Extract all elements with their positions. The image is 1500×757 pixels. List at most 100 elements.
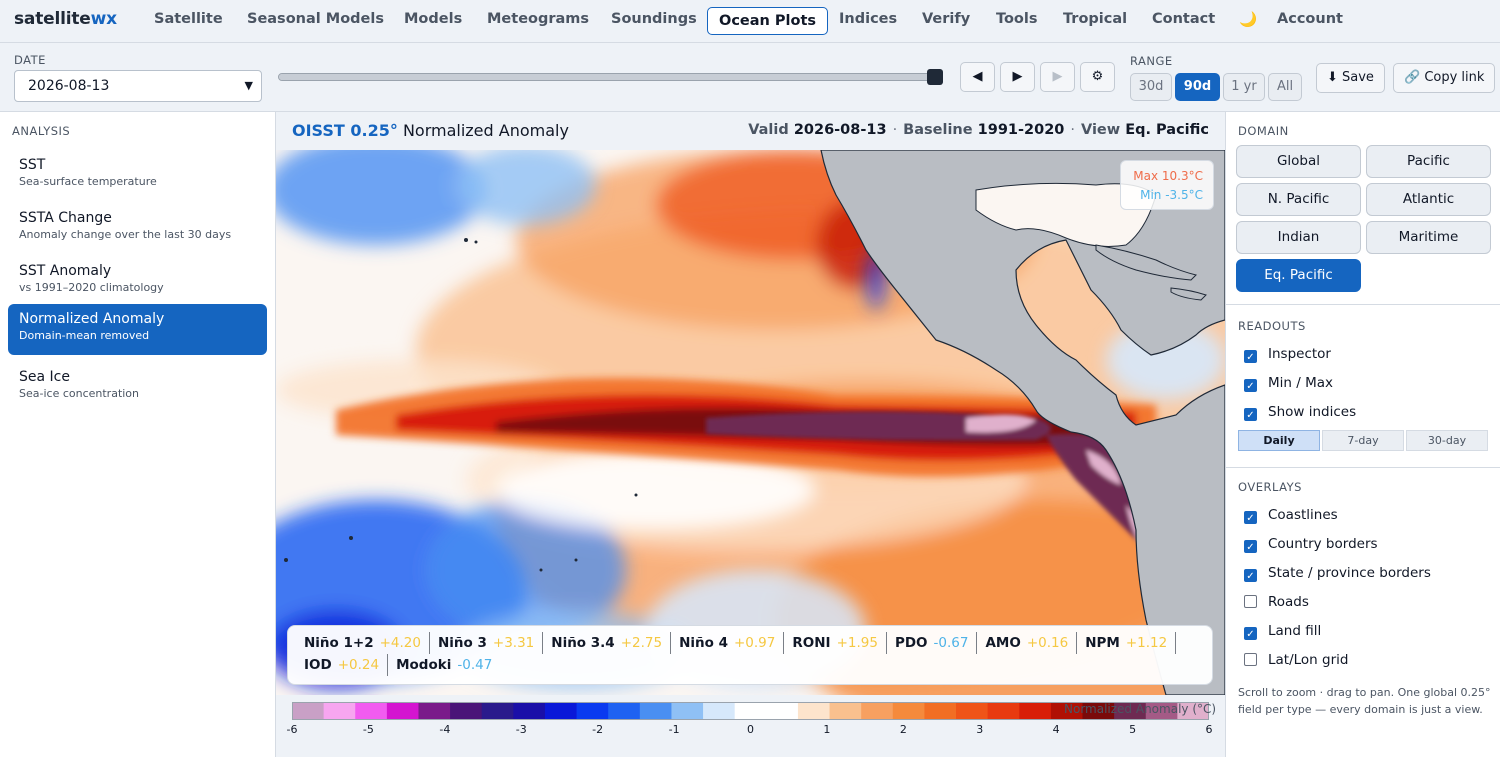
analysis-item-sst-anomaly[interactable]: SST Anomaly vs 1991–2020 climatology (8, 256, 267, 307)
play-button[interactable]: ▶ (1000, 62, 1035, 92)
index-nino4[interactable]: Niño 4 +0.97 (679, 632, 785, 654)
colorbar-tick-label: -3 (515, 723, 527, 736)
colorbar-swatch (513, 702, 546, 720)
inspector-checkbox[interactable]: ✓ Inspector (1244, 346, 1331, 363)
nav-meteograms[interactable]: Meteograms (487, 11, 590, 27)
colorbar-tick-label: -2 (592, 723, 604, 736)
checkbox-checked-icon: ✓ (1244, 379, 1257, 392)
index-name: Niño 3.4 (551, 635, 615, 651)
nav-ocean-plots[interactable]: Ocean Plots (707, 7, 829, 35)
colorbar-swatch (386, 702, 419, 720)
analysis-item-sst[interactable]: SST Sea-surface temperature (8, 150, 267, 201)
nav-satellite[interactable]: Satellite (154, 11, 223, 27)
view-value: Eq. Pacific (1125, 122, 1209, 138)
index-amo[interactable]: AMO +0.16 (985, 632, 1078, 654)
colorbar-swatch (1114, 702, 1147, 720)
range-all-button[interactable]: All (1268, 73, 1302, 101)
analysis-item-sea-ice[interactable]: Sea Ice Sea-ice concentration (8, 362, 267, 413)
nav-contact[interactable]: Contact (1152, 11, 1216, 27)
index-name: Niño 4 (679, 635, 728, 651)
colorbar-swatch (1019, 702, 1052, 720)
latlon-grid-checkbox[interactable]: Lat/Lon grid (1244, 652, 1348, 668)
range-1yr-button[interactable]: 1 yr (1223, 73, 1265, 101)
range-30d-button[interactable]: 30d (1130, 73, 1172, 101)
coastlines-checkbox[interactable]: ✓ Coastlines (1244, 507, 1338, 524)
nav-tools[interactable]: Tools (996, 11, 1038, 27)
analysis-heading: ANALYSIS (12, 124, 71, 138)
checkbox-label: Lat/Lon grid (1268, 652, 1349, 668)
view-label: View (1080, 122, 1121, 138)
baseline-label: Baseline (903, 122, 973, 138)
colorbar-tick-label: 6 (1205, 723, 1213, 736)
domain-eq-pacific-button[interactable]: Eq. Pacific (1236, 259, 1361, 292)
settings-button[interactable]: ⚙ (1080, 62, 1115, 92)
nav-tropical[interactable]: Tropical (1063, 11, 1128, 27)
state-borders-checkbox[interactable]: ✓ State / province borders (1244, 565, 1431, 582)
index-name: PDO (894, 635, 928, 651)
nav-account[interactable]: Account (1277, 11, 1343, 27)
min-max-checkbox[interactable]: ✓ Min / Max (1244, 375, 1333, 392)
nav-soundings[interactable]: Soundings (611, 11, 697, 27)
analysis-item-subtitle: Anomaly change over the last 30 days (19, 228, 232, 241)
next-button[interactable]: ▶ (1040, 62, 1075, 92)
nav-verify[interactable]: Verify (922, 11, 971, 27)
analysis-item-title: SST (19, 157, 46, 173)
index-npm[interactable]: NPM +1.12 (1085, 632, 1177, 654)
index-roni[interactable]: RONI +1.95 (792, 632, 887, 654)
index-value: +1.12 (1125, 635, 1168, 651)
colorbar-tick-label: 1 (823, 723, 831, 736)
analysis-panel: ANALYSIS SST Sea-surface temperature SST… (0, 112, 276, 757)
period-30day-button[interactable]: 30-day (1406, 430, 1488, 451)
checkbox-unchecked-icon (1244, 595, 1257, 608)
index-pdo[interactable]: PDO -0.67 (895, 632, 978, 654)
index-modoki[interactable]: Modoki -0.47 (396, 654, 500, 676)
domain-global-button[interactable]: Global (1236, 145, 1361, 178)
checkbox-checked-icon: ✓ (1244, 511, 1257, 524)
index-value: +3.31 (492, 635, 535, 651)
prev-button[interactable]: ◀ (960, 62, 995, 92)
nav-indices[interactable]: Indices (839, 11, 898, 27)
analysis-item-normalized-anomaly[interactable]: Normalized Anomaly Domain-mean removed (8, 304, 267, 355)
index-nino34[interactable]: Niño 3.4 +2.75 (551, 632, 672, 654)
brand-logo[interactable]: satellitewx (14, 9, 117, 29)
toolbar: DATE 2026-08-13 ▼ ◀ ▶ ▶ ⚙ RANGE 30d 90d … (0, 43, 1500, 112)
period-daily-button[interactable]: Daily (1238, 430, 1320, 451)
analysis-item-ssta-change[interactable]: SSTA Change Anomaly change over the last… (8, 203, 267, 254)
land-fill-checkbox[interactable]: ✓ Land fill (1244, 623, 1321, 640)
domain-indian-button[interactable]: Indian (1236, 221, 1361, 254)
theme-toggle-icon[interactable]: 🌙 (1239, 12, 1258, 28)
date-slider-track[interactable] (278, 73, 942, 81)
range-90d-button[interactable]: 90d (1175, 73, 1220, 101)
nav-seasonal-models[interactable]: Seasonal Models (247, 11, 384, 27)
anomaly-map[interactable] (276, 150, 1225, 695)
roads-checkbox[interactable]: Roads (1244, 594, 1309, 610)
land-mass (284, 150, 1225, 695)
domain-atlantic-button[interactable]: Atlantic (1366, 183, 1491, 216)
map-title: OISST 0.25° Normalized Anomaly (292, 121, 569, 140)
date-slider-thumb[interactable] (927, 69, 943, 85)
domain-pacific-button[interactable]: Pacific (1366, 145, 1491, 178)
colorbar-tick-label: -4 (439, 723, 451, 736)
checkbox-checked-icon: ✓ (1244, 350, 1257, 363)
index-name: IOD (304, 657, 332, 673)
usage-hint: Scroll to zoom · drag to pan. One global… (1238, 686, 1491, 716)
index-nino3[interactable]: Niño 3 +3.31 (438, 632, 544, 654)
colorbar-swatch (829, 702, 862, 720)
show-indices-checkbox[interactable]: ✓ Show indices (1244, 404, 1356, 421)
save-button[interactable]: ⬇ Save (1316, 63, 1385, 93)
colorbar-swatch (1050, 702, 1084, 720)
period-7day-button[interactable]: 7-day (1322, 430, 1404, 451)
nav-models[interactable]: Models (404, 11, 463, 27)
index-iod[interactable]: IOD +0.24 (304, 654, 389, 676)
domain-north-pacific-button[interactable]: N. Pacific (1236, 183, 1361, 216)
copy-link-button[interactable]: 🔗 Copy link (1393, 63, 1496, 93)
colorbar-swatch (355, 702, 388, 720)
index-value: +0.24 (337, 657, 380, 673)
index-nino12[interactable]: Niño 1+2 +4.20 (304, 632, 430, 654)
colorbar-swatch (544, 702, 578, 720)
domain-maritime-button[interactable]: Maritime (1366, 221, 1491, 254)
checkbox-checked-icon: ✓ (1244, 569, 1257, 582)
country-borders-checkbox[interactable]: ✓ Country borders (1244, 536, 1378, 553)
date-select[interactable]: 2026-08-13 ▼ (14, 70, 262, 102)
valid-label: Valid (748, 122, 789, 138)
